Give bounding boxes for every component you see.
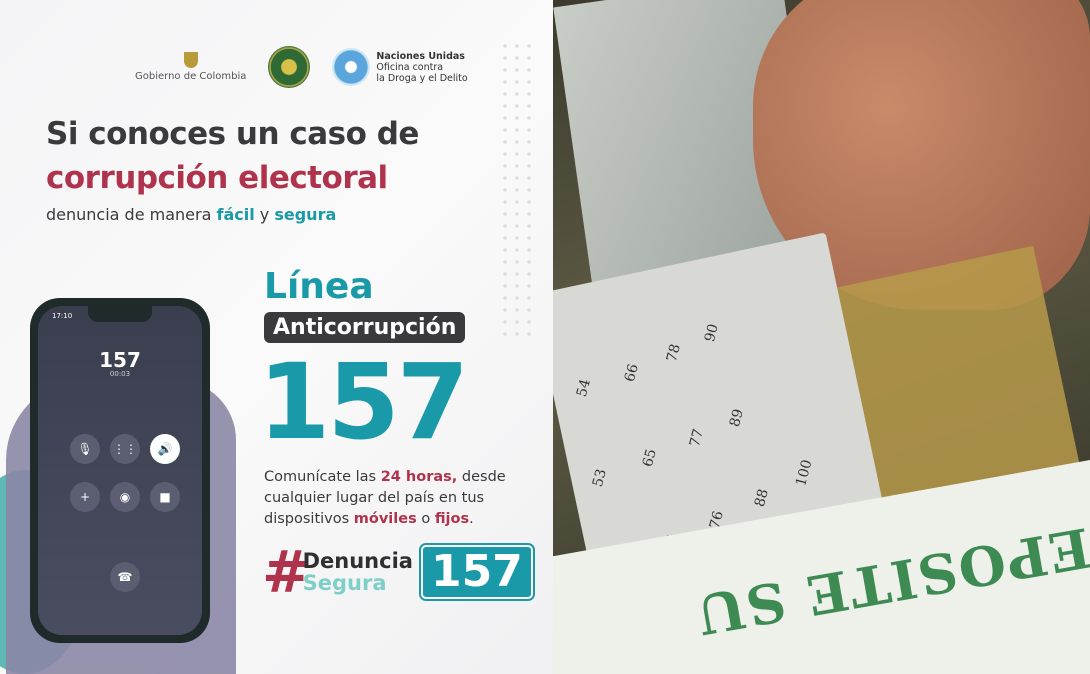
keypad-icon: ⋮⋮	[110, 434, 140, 464]
campaign-poster: Gobierno de Colombia Naciones Unidas Ofic…	[0, 0, 553, 674]
video-icon: ■	[150, 482, 180, 512]
line-title: Línea	[264, 266, 374, 307]
hashtag-number: 157	[418, 543, 535, 601]
description: Comunícate las 24 horas, desde cualquier…	[264, 469, 506, 527]
police-emblem-icon	[268, 46, 311, 88]
hotline-number: 157	[258, 341, 469, 463]
un-logo: Naciones Unidas Oficina contra la Droga y …	[332, 48, 468, 86]
ballot-photo: 54 66 78 90 53 65 77 89 52 64 76 88 100 …	[553, 0, 1090, 674]
contacts-icon: ◉	[110, 482, 140, 512]
logos-row: Gobierno de Colombia Naciones Unidas Ofic…	[135, 46, 468, 88]
anticorruption-badge: Anticorrupción	[264, 312, 466, 343]
un-emblem-icon	[332, 48, 371, 86]
speaker-icon: 🔊	[150, 434, 180, 464]
gobierno-logo: Gobierno de Colombia	[135, 52, 246, 82]
headline-line2: corrupción electoral	[46, 160, 388, 196]
end-call-icon: ☎	[110, 562, 140, 592]
coat-of-arms-icon	[183, 52, 198, 68]
add-call-icon: +	[70, 482, 100, 512]
headline-line1: Si conoces un caso de	[46, 116, 419, 152]
phone-illustration: 17:10 157 00:03 🎙 ⋮⋮ 🔊 + ◉ ■ ☎	[30, 298, 210, 643]
headline-subtitle: denuncia de manera fácil y segura	[46, 205, 337, 224]
hashtag-logo: # Denuncia Segura 157	[262, 543, 535, 601]
dot-pattern	[499, 40, 539, 340]
mute-icon: 🎙	[70, 434, 100, 464]
